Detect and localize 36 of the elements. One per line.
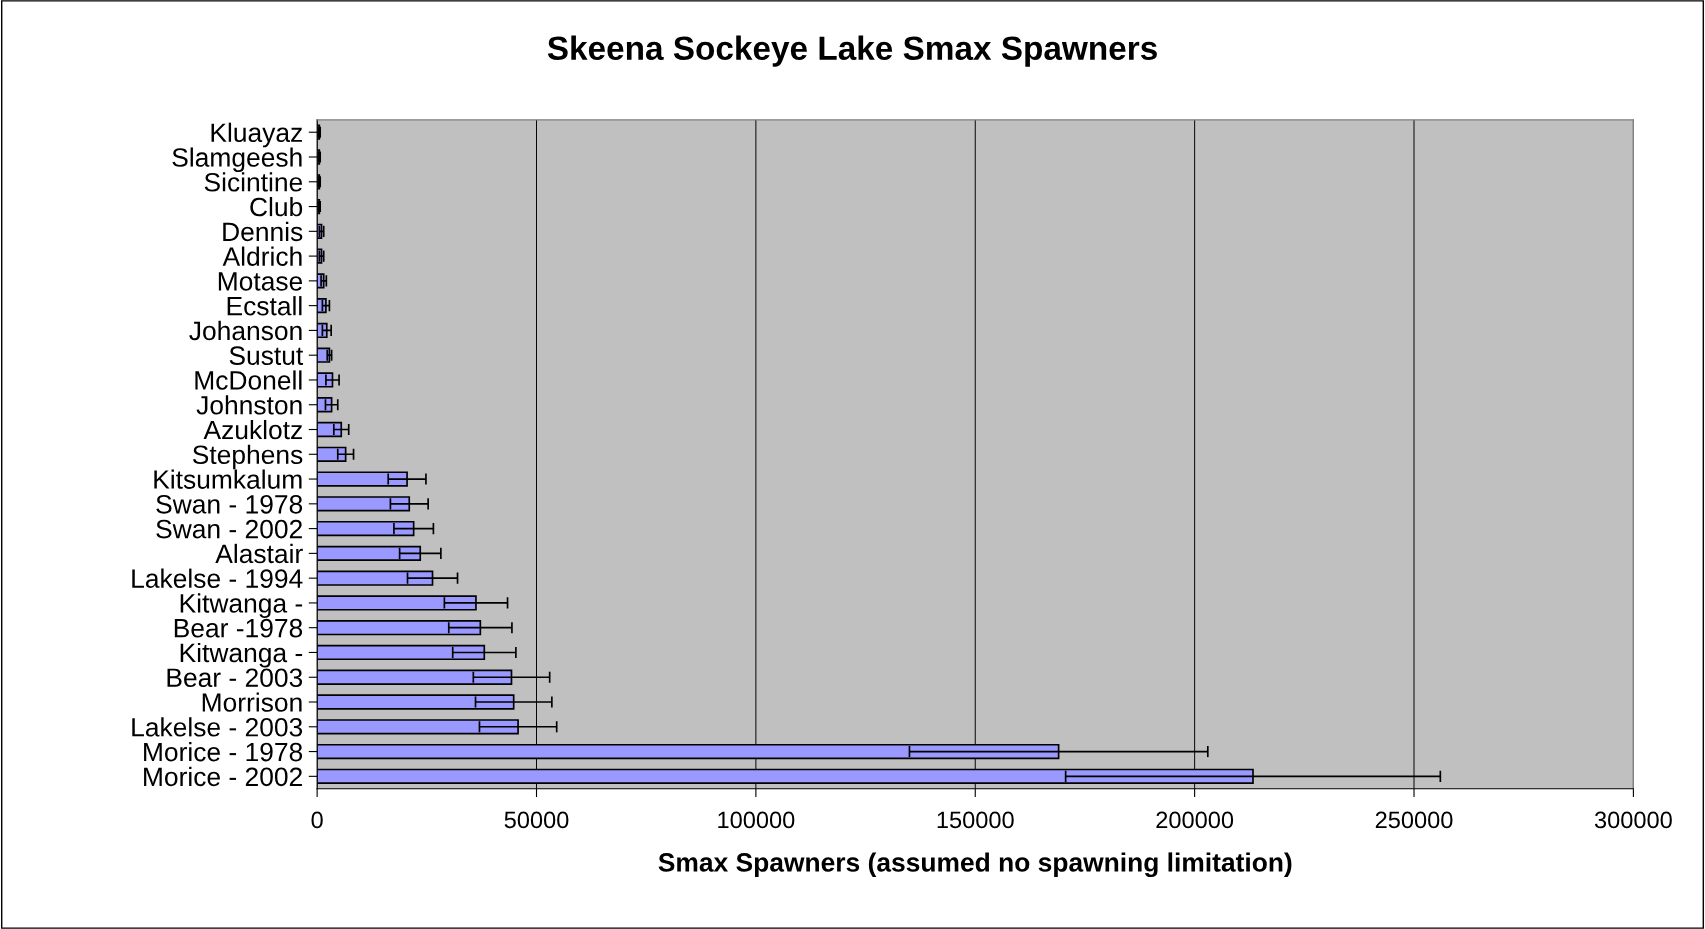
x-tick-label: 100000	[718, 811, 795, 829]
y-tick-label: Kitwanga -	[180, 642, 303, 668]
y-tick-label: Bear -1978	[174, 618, 303, 638]
x-tick-label: 300000	[1594, 811, 1672, 829]
y-tick-label: Stephens	[192, 444, 303, 470]
x-tick-label: 250000	[1375, 811, 1453, 829]
y-tick-label: Kitwanga -	[180, 593, 303, 618]
x-axis-title: Smax Spawners (assumed no spawning limitation)	[658, 852, 1292, 878]
y-tick-label: McDonell	[195, 370, 302, 390]
y-tick-label: Morice - 1978	[144, 742, 303, 762]
y-tick-label: Slamgeesh	[172, 147, 302, 173]
y-tick-label: Azuklotz	[203, 419, 302, 440]
x-tick-label: 200000	[1156, 811, 1234, 829]
y-tick-label: Aldrich	[222, 246, 302, 266]
y-tick-label: Kitsumkalum	[154, 469, 302, 489]
y-tick-label: Kluayaz	[211, 122, 302, 148]
chart-title: Skeena Sockeye Lake Smax Spawners	[547, 35, 1157, 67]
x-tick-label: 50000	[504, 811, 569, 829]
y-tick-label: Swan - 2002	[156, 519, 302, 539]
y-tick-label: Motase	[218, 272, 303, 291]
y-tick-label: Ecstall	[227, 296, 302, 316]
y-tick-label: Morice - 2002	[144, 766, 302, 787]
y-tick-label: Lakelse - 2003	[132, 717, 303, 737]
y-tick-label: Johanson	[189, 320, 302, 341]
x-tick-label: 150000	[937, 811, 1014, 829]
y-tick-label: Sicintine	[204, 172, 303, 192]
y-tick-label: Lakelse - 1994	[132, 568, 303, 588]
y-tick-label: Sustut	[229, 346, 304, 366]
y-tick-label: Morrison	[202, 692, 302, 712]
y-tick-label: Bear - 2003	[167, 668, 303, 688]
y-tick-label: Dennis	[223, 221, 303, 242]
y-tick-label: Johnston	[196, 395, 302, 415]
y-tick-label: Alastair	[215, 543, 303, 564]
x-tick-label: 0	[311, 811, 323, 829]
y-tick-label: Swan - 1978	[156, 494, 303, 514]
y-tick-label: Club	[250, 196, 303, 217]
